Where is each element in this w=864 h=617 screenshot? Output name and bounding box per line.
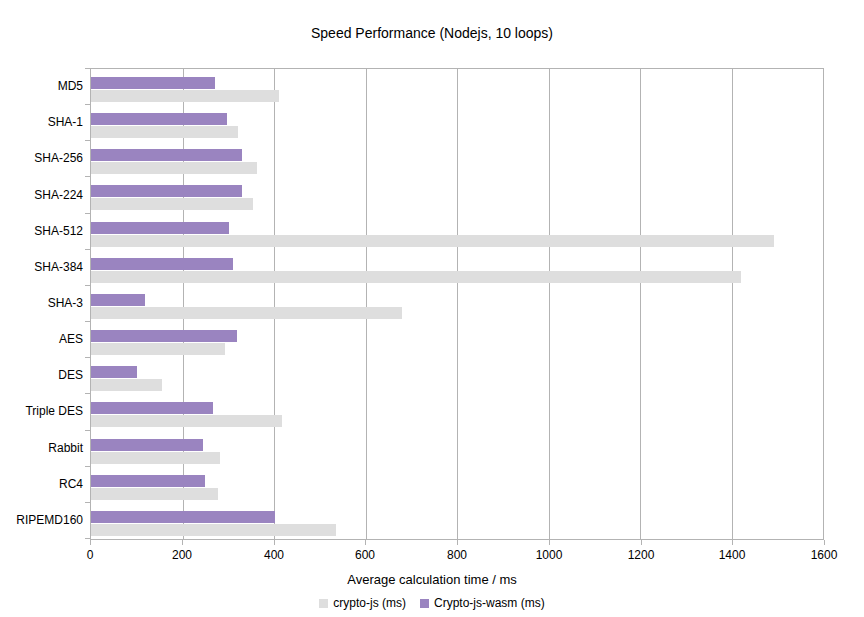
category-label: SHA-384: [0, 260, 83, 274]
x-axis-label: 0: [55, 548, 125, 562]
x-axis-tick: [732, 540, 733, 545]
y-axis-tick: [85, 466, 90, 467]
bar-crypto-js-wasm: [91, 113, 227, 125]
bar-crypto-js: [91, 307, 402, 319]
x-axis-tick: [274, 540, 275, 545]
bar-crypto-js: [91, 271, 741, 283]
legend: crypto-js (ms) Crypto-js-wasm (ms): [0, 596, 864, 610]
x-axis-tick: [824, 540, 825, 545]
bar-crypto-js: [91, 198, 253, 210]
y-axis-tick: [85, 393, 90, 394]
legend-label-crypto-js: crypto-js (ms): [333, 596, 406, 610]
category-label: SHA-3: [0, 296, 83, 310]
x-axis-label: 1200: [606, 548, 676, 562]
bar-crypto-js-wasm: [91, 439, 203, 451]
category-label: AES: [0, 332, 83, 346]
category-label: SHA-224: [0, 188, 83, 202]
bar-crypto-js-wasm: [91, 77, 215, 89]
legend-item-crypto-js: crypto-js (ms): [319, 596, 406, 610]
x-axis-label: 1000: [514, 548, 584, 562]
category-label: SHA-1: [0, 115, 83, 129]
x-axis-tick: [549, 540, 550, 545]
category-label: RC4: [0, 477, 83, 491]
y-axis-tick: [85, 321, 90, 322]
bar-crypto-js-wasm: [91, 330, 237, 342]
bar-crypto-js-wasm: [91, 475, 205, 487]
category-label: DES: [0, 368, 83, 382]
category-label: RIPEMD160: [0, 513, 83, 527]
legend-swatch-crypto-js-wasm: [420, 599, 429, 608]
bar-crypto-js: [91, 488, 218, 500]
bar-crypto-js: [91, 162, 257, 174]
bar-crypto-js-wasm: [91, 222, 229, 234]
x-axis-label: 400: [239, 548, 309, 562]
y-axis-tick: [85, 176, 90, 177]
gridline: [732, 69, 733, 539]
bar-crypto-js: [91, 90, 279, 102]
bar-crypto-js: [91, 452, 220, 464]
bar-crypto-js-wasm: [91, 402, 213, 414]
x-axis-label: 800: [422, 548, 492, 562]
y-axis-tick: [85, 68, 90, 69]
bar-crypto-js-wasm: [91, 149, 242, 161]
x-axis-title: Average calculation time / ms: [0, 572, 864, 587]
bar-crypto-js-wasm: [91, 294, 145, 306]
bar-crypto-js: [91, 235, 774, 247]
bar-crypto-js-wasm: [91, 511, 275, 523]
x-axis-label: 1600: [789, 548, 859, 562]
chart-title: Speed Performance (Nodejs, 10 loops): [0, 25, 864, 41]
bar-crypto-js-wasm: [91, 185, 242, 197]
y-axis-tick: [85, 430, 90, 431]
gridline: [274, 69, 275, 539]
y-axis-tick: [85, 502, 90, 503]
y-axis-tick: [85, 104, 90, 105]
category-label: SHA-512: [0, 224, 83, 238]
category-label: MD5: [0, 79, 83, 93]
legend-label-crypto-js-wasm: Crypto-js-wasm (ms): [434, 596, 545, 610]
bar-crypto-js: [91, 343, 225, 355]
category-label: SHA-256: [0, 151, 83, 165]
legend-swatch-crypto-js: [319, 599, 328, 608]
y-axis-tick: [85, 538, 90, 539]
y-axis-tick: [85, 285, 90, 286]
plot-area: [90, 68, 824, 540]
x-axis-label: 200: [147, 548, 217, 562]
category-label: Rabbit: [0, 441, 83, 455]
bar-crypto-js: [91, 379, 162, 391]
bar-crypto-js: [91, 524, 336, 536]
gridline: [366, 69, 367, 539]
bar-crypto-js-wasm: [91, 258, 233, 270]
y-axis-tick: [85, 213, 90, 214]
chart-frame: Speed Performance (Nodejs, 10 loops) Ave…: [0, 0, 864, 617]
y-axis-tick: [85, 140, 90, 141]
x-axis-tick: [90, 540, 91, 545]
gridline: [640, 69, 641, 539]
x-axis-tick: [641, 540, 642, 545]
gridline: [183, 69, 184, 539]
x-axis-label: 1400: [697, 548, 767, 562]
y-axis-tick: [85, 249, 90, 250]
x-axis-tick: [182, 540, 183, 545]
gridline: [457, 69, 458, 539]
gridline: [549, 69, 550, 539]
legend-item-crypto-js-wasm: Crypto-js-wasm (ms): [420, 596, 545, 610]
bar-crypto-js: [91, 126, 238, 138]
x-axis-tick: [365, 540, 366, 545]
category-label: Triple DES: [0, 404, 83, 418]
y-axis-tick: [85, 357, 90, 358]
bar-crypto-js-wasm: [91, 366, 137, 378]
x-axis-label: 600: [330, 548, 400, 562]
bar-crypto-js: [91, 415, 282, 427]
x-axis-tick: [457, 540, 458, 545]
